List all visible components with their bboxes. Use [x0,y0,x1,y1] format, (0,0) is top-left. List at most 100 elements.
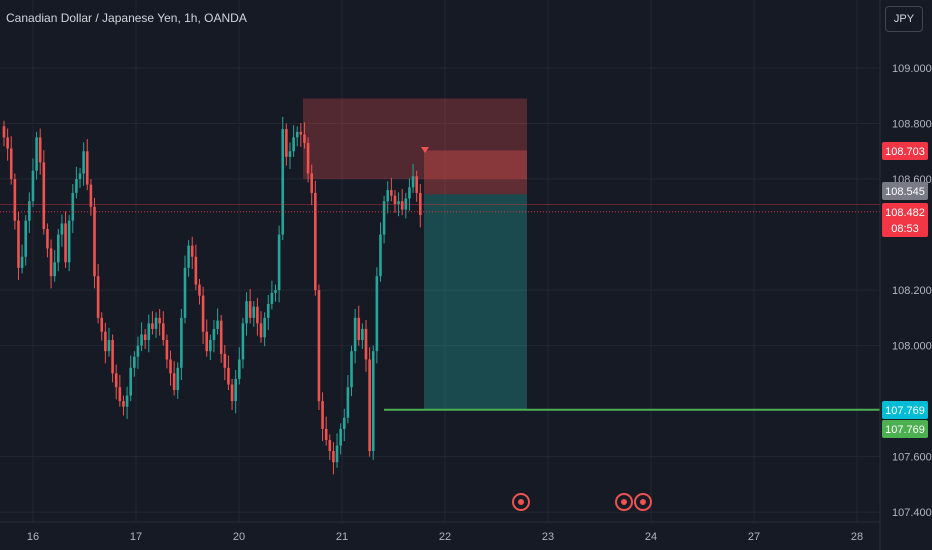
candle-body [161,323,165,341]
candle-body [212,328,216,341]
candle-body [223,353,227,368]
candle [393,190,397,213]
candle-body [306,142,310,174]
candle-body [172,373,176,391]
candle-body [259,323,263,338]
price-tag-bg [882,420,928,438]
candle [238,347,241,385]
candle-body [357,317,361,341]
currency-button[interactable]: JPY [885,6,923,32]
candle [194,244,198,291]
candle-body [400,201,404,210]
candle-body [114,373,118,388]
event-marker-icon[interactable] [615,493,633,511]
risk-zone [424,150,527,195]
candle-body [78,173,82,180]
candle [270,280,274,310]
price-tag: 108.482 08:53 [882,203,928,237]
candle [281,116,285,241]
x-tick-label: 20 [233,531,245,543]
candle-body [60,223,64,235]
x-tick-label: 24 [645,531,657,543]
candle-body [245,301,248,324]
candle-body [154,317,158,329]
event-marker-icon[interactable] [634,493,652,511]
event-marker-dot [518,499,524,505]
price-tag-bg [882,182,928,200]
candle [382,195,386,244]
y-tick-label: 108.800 [892,119,932,131]
candle [400,189,404,216]
candle [85,139,89,191]
price-tag-bg [882,401,928,419]
candle [122,395,125,416]
candle-body [310,173,313,193]
price-tag-label: 107.769 [885,424,925,436]
candle-body [194,256,198,285]
candle-body [75,179,78,193]
candle [361,323,364,349]
candle-body [314,192,317,291]
candle [342,408,346,442]
candle-body [9,148,13,180]
candle [321,392,324,442]
candle [386,181,390,214]
candle [227,355,230,391]
candle [125,386,129,419]
candle [6,128,9,161]
candle-body [216,320,219,329]
candle-body [277,234,281,291]
candle [17,211,20,281]
candle [158,308,161,336]
candle-body [371,351,375,452]
candle-body [49,248,53,277]
candle-body [321,401,324,429]
candle [143,328,147,349]
candle [42,150,46,235]
candle-body [64,223,67,263]
candle [335,433,339,468]
candle [140,322,143,352]
candle-body [122,401,125,407]
candle [350,345,353,397]
price-tag: 108.703 [882,142,928,160]
candle [172,361,176,396]
candle [93,197,96,289]
candle [346,375,350,424]
time-axis: 16 17 20 21 22 23 24 27 28 [27,531,863,543]
candle-body [285,129,288,157]
candle-body [256,306,259,324]
event-marker-dot [640,499,646,505]
candle-body [190,245,194,257]
candle [180,308,183,381]
candle [317,284,321,411]
candle-body [125,395,129,407]
stop-loss-zone [303,98,527,180]
profit-target-zone[interactable] [424,194,527,410]
candle [129,355,132,402]
candle [9,136,13,185]
candle [205,319,209,357]
candle-body [295,131,299,138]
candle-body [386,190,390,202]
candle-body [93,206,96,277]
price-tag-label: 108.703 [885,146,925,158]
candle-body [85,151,89,185]
candle [89,179,93,216]
candle-body [67,220,71,263]
candle [408,178,411,211]
event-marker-icon[interactable] [512,493,530,511]
candle-body [350,351,353,388]
x-tick-label: 27 [748,531,760,543]
candle-body [361,328,364,341]
candle [35,131,38,180]
candle-body [71,192,75,221]
candle-body [96,276,100,318]
candle [31,158,35,207]
candle-body [353,317,357,352]
candle-body [198,284,201,296]
candle-body [375,276,379,352]
candle [332,442,335,475]
candle [190,236,194,269]
